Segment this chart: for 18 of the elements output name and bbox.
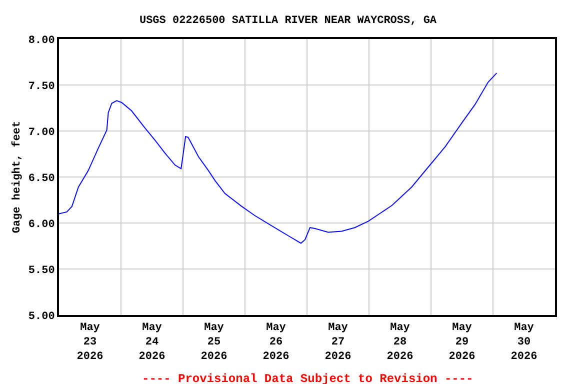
y-tick-label: 7.50: [28, 80, 55, 93]
line-series: [59, 72, 498, 244]
x-tick-label: May 25 2026: [200, 322, 228, 363]
x-tick-label: May 29 2026: [448, 322, 476, 363]
y-tick-label: 6.50: [28, 172, 55, 185]
x-tick-label: May 30 2026: [510, 322, 538, 363]
y-tick-label: 5.00: [28, 310, 55, 323]
chart-title: USGS 02226500 SATILLA RIVER NEAR WAYCROSS, GA: [139, 15, 437, 28]
y-tick-label: 6.00: [28, 218, 55, 231]
y-axis-title: Gage height, feet: [10, 120, 24, 234]
x-tick-label: May 26 2026: [262, 322, 290, 363]
y-tick-label: 5.50: [28, 264, 55, 277]
y-tick-label: 7.00: [28, 126, 55, 139]
x-tick-label: May 24 2026: [138, 322, 166, 363]
x-tick-label: May 23 2026: [76, 322, 104, 363]
x-tick-label: May 27 2026: [324, 322, 352, 363]
x-tick-label: May 28 2026: [386, 322, 414, 363]
y-tick-label: 8.00: [28, 34, 55, 47]
